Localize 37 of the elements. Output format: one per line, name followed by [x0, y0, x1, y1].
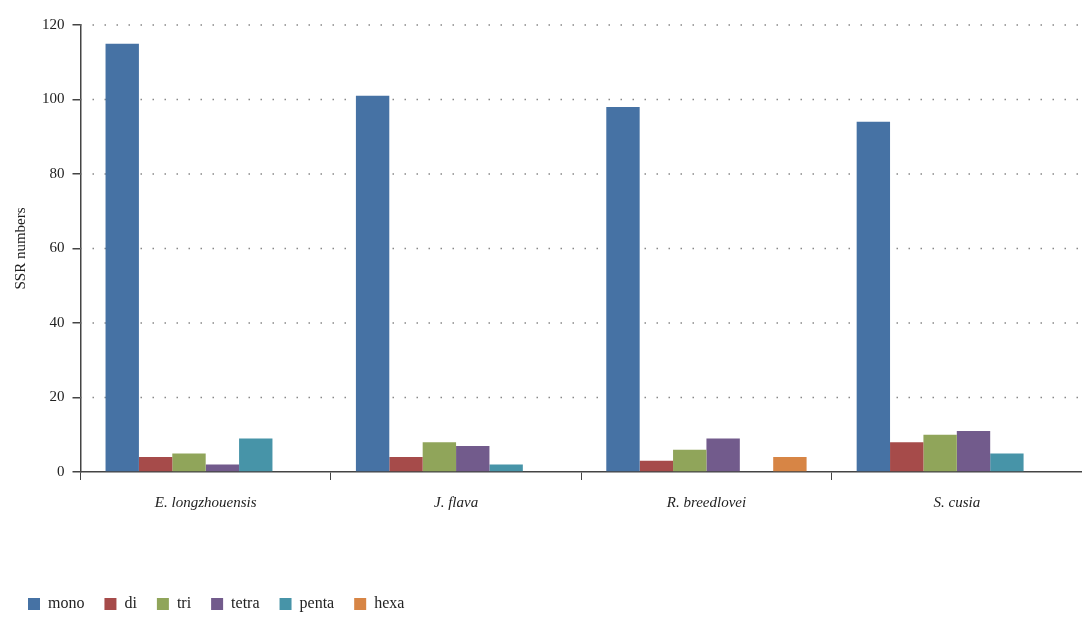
- legend-label: hexa: [374, 594, 405, 612]
- x-tick-label: R. breedlovei: [665, 493, 747, 510]
- y-tick-label: 100: [42, 90, 65, 107]
- x-tick-label: J. flava: [433, 493, 479, 510]
- bar: [239, 438, 273, 472]
- bar: [355, 95, 390, 472]
- bar: [489, 464, 523, 472]
- legend-label: penta: [299, 594, 335, 613]
- y-tick-label: 0: [57, 462, 65, 479]
- bar: [105, 43, 139, 472]
- bar: [673, 449, 707, 472]
- bar: [172, 453, 206, 472]
- bar: [990, 453, 1024, 472]
- bar: [890, 442, 924, 472]
- bar: [389, 457, 423, 472]
- y-axis-title: SSR numbers: [11, 207, 28, 290]
- bar: [138, 457, 173, 472]
- y-tick-label: 20: [49, 388, 65, 405]
- bar: [773, 457, 807, 472]
- bar: [422, 442, 457, 472]
- bar: [923, 434, 957, 472]
- legend-label: tetra: [231, 594, 260, 612]
- bar: [856, 121, 891, 472]
- legend-label: mono: [48, 594, 85, 612]
- y-tick-label: 60: [49, 239, 65, 256]
- bar: [639, 460, 674, 472]
- legend-label: di: [124, 594, 138, 612]
- bar: [706, 438, 740, 472]
- y-tick-label: 80: [49, 164, 65, 181]
- y-tick-label: 40: [49, 313, 65, 330]
- bar: [956, 431, 991, 472]
- x-tick-label: S. cusia: [933, 493, 981, 510]
- y-tick-label: 120: [42, 15, 65, 32]
- bar: [456, 445, 490, 472]
- legend-label: tri: [176, 594, 192, 612]
- bar: [606, 106, 640, 472]
- x-tick-label: E. longzhouensis: [153, 493, 257, 510]
